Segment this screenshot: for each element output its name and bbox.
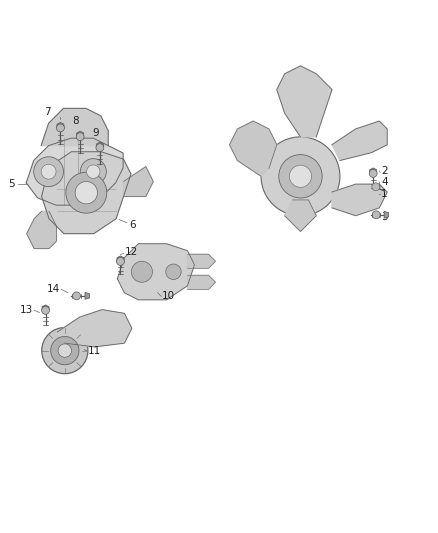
Polygon shape — [77, 131, 84, 136]
Text: 10: 10 — [162, 291, 175, 301]
Text: 3: 3 — [381, 213, 388, 222]
Polygon shape — [26, 138, 123, 205]
Polygon shape — [42, 305, 49, 310]
Text: 14: 14 — [47, 284, 60, 294]
Circle shape — [41, 164, 56, 179]
Text: 11: 11 — [88, 345, 101, 356]
Polygon shape — [27, 211, 57, 248]
Circle shape — [51, 336, 79, 365]
Circle shape — [42, 306, 49, 314]
Circle shape — [34, 157, 64, 187]
Text: 5: 5 — [8, 179, 14, 189]
Circle shape — [75, 182, 97, 204]
Circle shape — [261, 137, 340, 216]
Polygon shape — [384, 211, 389, 219]
Circle shape — [117, 257, 124, 265]
Polygon shape — [370, 168, 377, 173]
Circle shape — [57, 124, 64, 132]
Polygon shape — [57, 310, 132, 347]
Polygon shape — [85, 292, 90, 300]
Polygon shape — [57, 123, 64, 128]
Circle shape — [372, 183, 380, 191]
Circle shape — [58, 344, 71, 357]
Circle shape — [66, 172, 107, 213]
Polygon shape — [96, 142, 103, 148]
Text: 6: 6 — [129, 220, 136, 230]
Text: 13: 13 — [20, 305, 33, 316]
Polygon shape — [332, 121, 387, 160]
Circle shape — [166, 264, 181, 279]
Circle shape — [76, 133, 84, 141]
Text: 4: 4 — [381, 177, 388, 187]
Polygon shape — [42, 152, 131, 233]
Polygon shape — [285, 200, 316, 231]
Polygon shape — [124, 167, 153, 197]
Polygon shape — [187, 275, 215, 289]
Circle shape — [290, 165, 311, 187]
Circle shape — [369, 169, 377, 177]
Circle shape — [73, 292, 81, 300]
Text: 7: 7 — [44, 107, 51, 117]
Text: 1: 1 — [381, 189, 388, 199]
Text: 2: 2 — [381, 166, 388, 176]
Polygon shape — [187, 254, 215, 268]
Text: 9: 9 — [92, 128, 99, 139]
Polygon shape — [41, 108, 108, 146]
Polygon shape — [277, 66, 332, 137]
Circle shape — [80, 159, 106, 185]
Polygon shape — [117, 244, 194, 300]
Circle shape — [372, 211, 380, 219]
Circle shape — [279, 155, 322, 198]
Text: 8: 8 — [72, 116, 79, 126]
Polygon shape — [117, 256, 124, 261]
Polygon shape — [230, 121, 277, 176]
Circle shape — [87, 165, 100, 179]
Circle shape — [96, 144, 104, 151]
Polygon shape — [332, 184, 387, 216]
Text: 12: 12 — [125, 247, 138, 257]
Circle shape — [42, 327, 88, 374]
Circle shape — [131, 261, 152, 282]
